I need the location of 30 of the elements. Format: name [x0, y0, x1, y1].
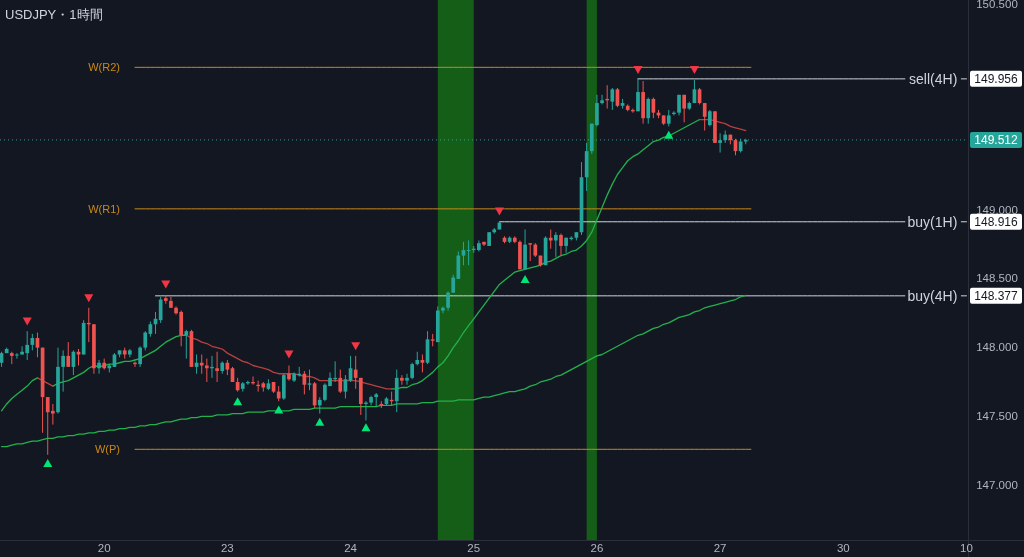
x-tick: 20: [97, 542, 111, 554]
x-tick: 25: [467, 542, 481, 554]
x-tick: 27: [713, 542, 727, 554]
y-tick: 148.000: [976, 341, 1018, 354]
point: [664, 130, 674, 139]
point: [633, 66, 643, 75]
data-label: 149.956: [974, 72, 1019, 87]
point: [361, 423, 371, 432]
y-tick: 147.000: [976, 478, 1018, 491]
point: [43, 459, 53, 468]
point: [161, 280, 171, 289]
point: [689, 66, 699, 75]
x-tick: 30: [836, 542, 850, 554]
data-label: 148.916: [974, 215, 1019, 230]
ref-line-label: 149.512: [974, 133, 1019, 148]
y-tick: 149.000: [976, 203, 1018, 216]
point: [351, 342, 361, 351]
y-tick: 148.500: [976, 272, 1018, 285]
point: [520, 274, 530, 283]
x-tick: 24: [344, 542, 357, 554]
title: USDJPY・1時間: [5, 7, 103, 22]
data-label: 148.377: [974, 289, 1019, 304]
y-tick: 150.500: [976, 0, 1018, 10]
point: [315, 417, 325, 426]
y-tick: 147.500: [976, 409, 1018, 422]
point: [233, 397, 243, 406]
x-tick: 26: [590, 542, 604, 554]
point: [84, 294, 94, 303]
x-tick: 23: [220, 542, 234, 554]
x-tick: 10: [960, 542, 973, 554]
